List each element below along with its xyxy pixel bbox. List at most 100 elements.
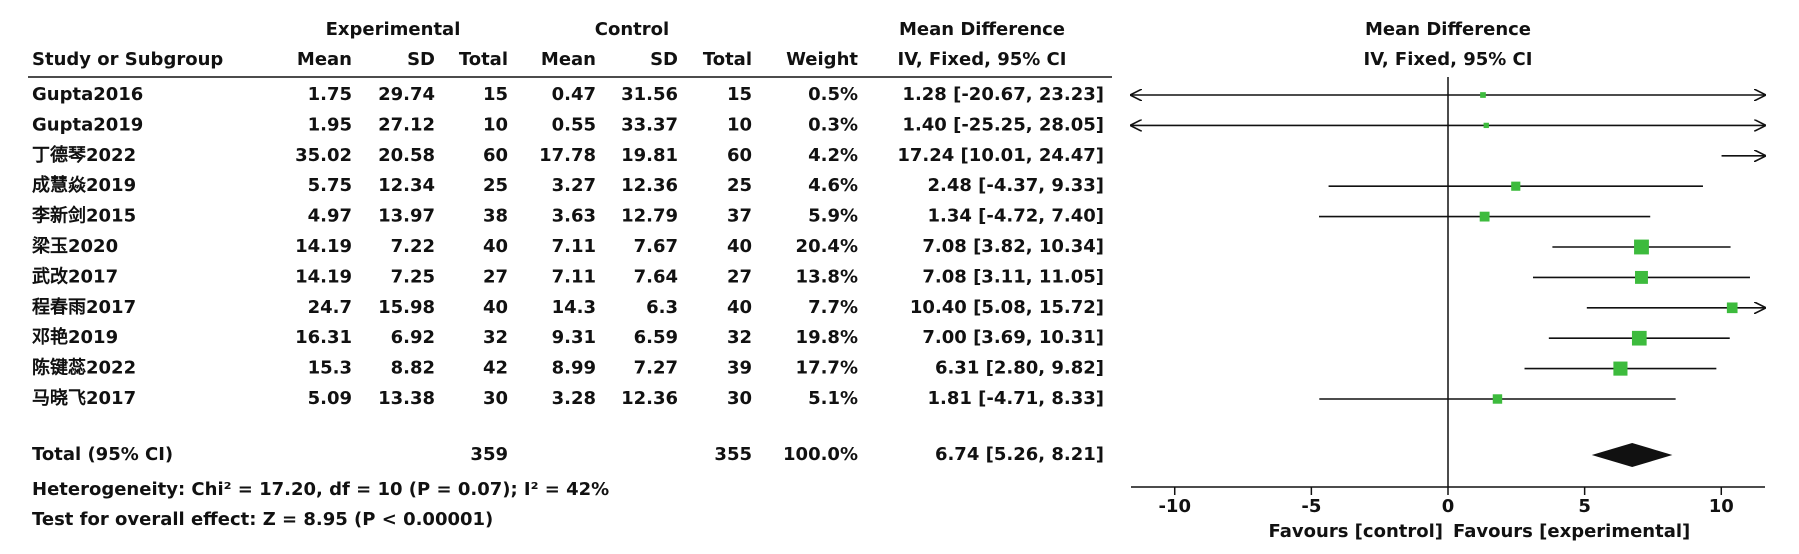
weight: 4.2% [808,145,858,166]
cell: 7.25 [391,266,435,287]
group-header: Control [595,19,669,40]
cell: 4.97 [308,206,352,227]
cell: 14.19 [295,236,352,257]
cell: 39 [727,358,752,379]
effect-square [1492,394,1503,404]
study-name: 李新剑2015 [31,205,136,227]
cell: 7.22 [391,236,435,257]
effect: 10.40 [5.08, 15.72] [910,297,1104,318]
effect-square [1634,239,1649,255]
cell: 12.36 [621,388,678,409]
cell: 6.92 [391,327,435,348]
effect: 6.31 [2.80, 9.82] [935,358,1104,379]
effect-square [1480,92,1486,98]
column-header: Total [459,49,508,70]
cell: 13.38 [378,388,435,409]
cell: 5.09 [308,388,352,409]
column-header: IV, Fixed, 95% CI [898,49,1067,70]
cell: 3.28 [552,388,596,409]
cell: 1.75 [308,84,352,105]
cell: 15 [727,84,752,105]
cell: 40 [727,236,752,257]
column-header: SD [650,49,678,70]
cell: 10 [727,114,752,135]
weight: 5.1% [808,388,858,409]
study-name: 陈键蕊2022 [32,357,136,379]
weight: 19.8% [796,327,858,348]
cell: 7.11 [552,236,596,257]
cell: 27 [483,266,508,287]
column-header: IV, Fixed, 95% CI [1364,49,1533,70]
cell: 16.31 [295,327,352,348]
group-header: Experimental [326,19,461,40]
effect: 1.81 [-4.71, 8.33] [927,388,1104,409]
cell: 12.79 [621,206,678,227]
effect-square [1483,122,1489,129]
effect: 1.28 [-20.67, 23.23] [902,84,1104,105]
study-name: 成慧焱2019 [32,174,136,196]
cell: 17.78 [539,145,596,166]
weight: 0.3% [808,114,858,135]
effect-square [1726,302,1738,314]
cell: 32 [483,327,508,348]
cell: 13.97 [378,206,435,227]
cell: 40 [483,236,508,257]
cell: 60 [727,145,752,166]
study-name: 马晓飞2017 [32,388,136,409]
overall-effect: Test for overall effect: Z = 8.95 (P < 0… [32,509,493,530]
cell: 8.82 [391,358,435,379]
cell: 12.36 [621,175,678,196]
effect: 7.08 [3.11, 11.05] [922,266,1104,287]
weight: 7.7% [808,297,858,318]
cell: 7.64 [634,266,678,287]
cell: 15.3 [308,358,352,379]
effect-square [1631,330,1647,346]
summary-diamond [1591,443,1673,467]
cell: 10 [483,114,508,135]
x-tick-label: -10 [1158,496,1191,517]
weight: 100.0% [783,444,858,465]
cell: 42 [483,358,508,379]
cell: 355 [714,444,752,465]
x-tick-label: 10 [1709,496,1734,517]
effect: 7.00 [3.69, 10.31] [922,327,1104,348]
cell: 32 [727,327,752,348]
cell: 3.63 [552,206,596,227]
study-name: Gupta2019 [32,114,143,135]
cell: 15.98 [378,297,435,318]
cell: 8.99 [552,358,596,379]
column-header: Total [703,49,752,70]
cell: 29.74 [378,84,435,105]
group-header: Mean Difference [899,19,1065,40]
cell: 25 [727,175,752,196]
study-name: 程春雨2017 [32,296,136,318]
cell: 14.3 [552,297,596,318]
study-name: 丁德琴2022 [32,144,136,166]
cell: 33.37 [621,114,678,135]
study-name: 武改2017 [32,265,118,287]
column-header: Study or Subgroup [32,49,223,70]
x-tick-label: 5 [1578,496,1591,517]
cell: 40 [483,297,508,318]
column-header: SD [407,49,435,70]
cell: 30 [727,388,752,409]
cell: 24.7 [308,297,352,318]
x-tick-label: -5 [1301,496,1321,517]
weight: 13.8% [796,266,858,287]
cell: 35.02 [295,145,352,166]
effect: 17.24 [10.01, 24.47] [897,145,1104,166]
effect-square [1479,211,1490,222]
cell: 9.31 [552,327,596,348]
cell: 38 [483,206,508,227]
weight: 0.5% [808,84,858,105]
column-header: Mean [297,49,352,70]
study-name: 邓艳2019 [32,326,118,348]
x-axis-label: Favours [experimental] [1453,521,1690,542]
x-tick-label: 0 [1442,496,1455,517]
weight: 17.7% [796,358,858,379]
effect-square [1613,361,1628,376]
cell: 15 [483,84,508,105]
cell: 12.34 [378,175,435,196]
cell: 1.95 [308,114,352,135]
